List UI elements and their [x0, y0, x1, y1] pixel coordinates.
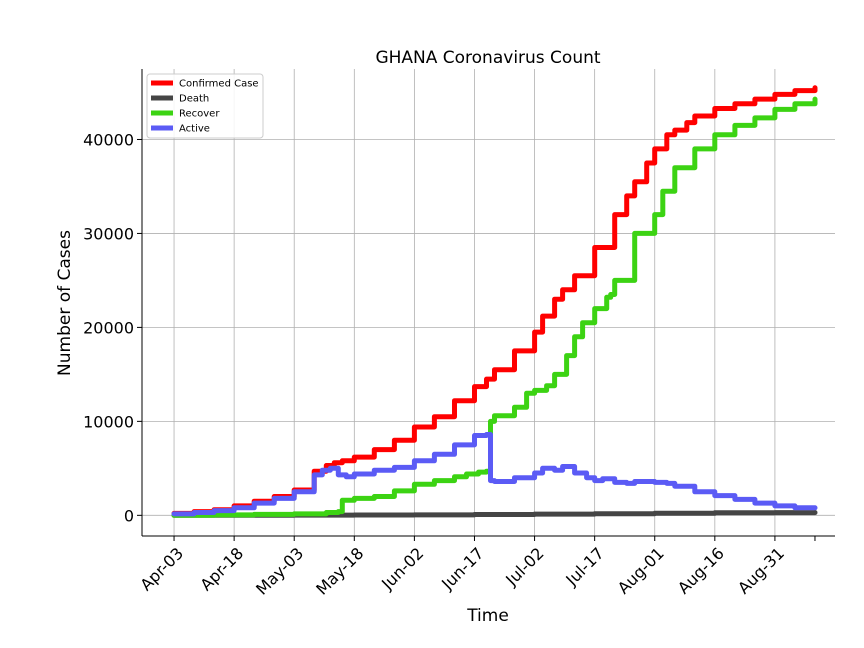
tick-labels: Apr-03 Apr-18 May-03 May-18 Jun-02 Jun-17 Jul-… [83, 130, 788, 598]
chart-title: GHANA Coronavirus Count [375, 48, 600, 68]
series-lines [171, 85, 818, 518]
legend-label-death: Death [179, 94, 209, 105]
x-axis-title: Time [466, 606, 509, 626]
x-tick-label: May-18 [312, 544, 367, 599]
x-tick-label: May-03 [252, 544, 307, 599]
series-line-confirmed-case [171, 85, 818, 516]
legend-box [146, 73, 264, 139]
legend-label-recover: Recover [179, 109, 220, 120]
x-tick-label: Jun-02 [377, 544, 427, 594]
x-tick-label: Jul-17 [561, 544, 607, 590]
legend-label-active: Active [179, 124, 210, 135]
x-tick-label: Aug-16 [674, 544, 728, 598]
x-tick-label: Aug-31 [734, 544, 788, 598]
x-tick-label: Jun-17 [437, 544, 487, 594]
legend-label-confirmed-case: Confirmed Case [179, 79, 259, 90]
x-tick-label: Jul-02 [501, 544, 547, 590]
y-tick-label: 40000 [83, 130, 134, 149]
x-tick-label: Apr-03 [136, 544, 187, 595]
legend: Confirmed Case Death Recover Active [146, 73, 264, 139]
x-tick-label: Apr-18 [196, 544, 247, 595]
y-tick-label: 30000 [83, 224, 134, 243]
series-line-active [171, 432, 818, 517]
y-tick-label: 10000 [83, 412, 134, 431]
y-tick-label: 0 [124, 506, 134, 525]
y-tick-label: 20000 [83, 318, 134, 337]
x-tick-label: Aug-01 [614, 544, 668, 598]
axes [137, 69, 835, 541]
y-axis-title: Number of Cases [55, 230, 75, 376]
series-line-recover [171, 96, 818, 518]
